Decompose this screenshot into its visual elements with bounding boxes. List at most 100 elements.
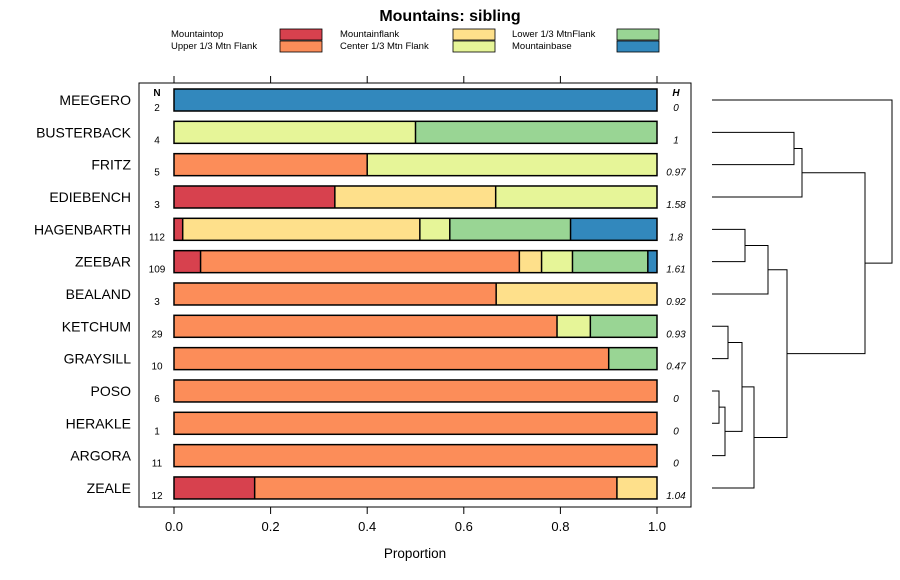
row-poso: POSO 6 0 bbox=[91, 379, 679, 405]
row-label-fritz: FRITZ bbox=[91, 157, 131, 173]
bar-fritz-center-1-3-mtn-flank bbox=[367, 153, 657, 176]
legend-label-center-1-3-mtn-flank: Center 1/3 Mtn Flank bbox=[340, 41, 429, 52]
dendrogram-branch bbox=[712, 325, 729, 360]
bar-busterback-lower-1-3-mtnflank bbox=[415, 121, 657, 144]
row-label-busterback: BUSTERBACK bbox=[36, 124, 132, 140]
n-value-herakle: 1 bbox=[154, 426, 160, 437]
row-herakle: HERAKLE 1 0 bbox=[66, 411, 679, 437]
bar-graysill-lower-1-3-mtnflank bbox=[608, 347, 657, 370]
bar-hagenbarth-lower-1-3-mtnflank bbox=[449, 218, 571, 241]
legend-swatch-mountainbase bbox=[616, 40, 660, 53]
row-label-poso: POSO bbox=[91, 383, 132, 399]
bar-poso-upper-1-3-mtn-flank bbox=[174, 379, 657, 402]
bar-outline-hagenbarth bbox=[173, 217, 658, 242]
bar-hagenbarth-mountainflank bbox=[182, 218, 420, 241]
dendrogram-branch bbox=[712, 228, 746, 263]
row-label-ketchum: KETCHUM bbox=[62, 318, 131, 334]
row-zeale: ZEALE 12 1.04 bbox=[87, 476, 686, 502]
dendrogram-branch bbox=[712, 386, 755, 489]
bar-outline-zeale bbox=[173, 476, 658, 500]
legend-swatch-upper-1-3-mtn-flank bbox=[279, 40, 323, 53]
legend-swatch-center-1-3-mtn-flank bbox=[452, 40, 496, 53]
row-label-argora: ARGORA bbox=[70, 448, 131, 464]
bar-zeale-upper-1-3-mtn-flank bbox=[254, 476, 617, 499]
bar-ketchum-upper-1-3-mtn-flank bbox=[174, 315, 558, 338]
bar-outline-argora bbox=[173, 443, 658, 468]
bar-ketchum-lower-1-3-mtnflank bbox=[590, 315, 657, 338]
bar-outline-herakle bbox=[173, 411, 658, 436]
bar-hagenbarth-mountainbase bbox=[570, 218, 657, 241]
bar-outline-fritz bbox=[173, 152, 658, 177]
bar-outline-poso bbox=[173, 379, 658, 403]
h-value-hagenbarth: 1.8 bbox=[669, 232, 683, 243]
x-tick-label: 0.6 bbox=[455, 519, 473, 534]
row-zeebar: ZEEBAR 109 1.61 bbox=[75, 249, 686, 276]
n-value-ediebench: 3 bbox=[154, 200, 160, 211]
row-label-zeebar: ZEEBAR bbox=[75, 254, 131, 270]
n-value-fritz: 5 bbox=[154, 168, 160, 179]
bar-bealand-mountainflank bbox=[496, 282, 657, 305]
bar-zeebar-lower-1-3-mtnflank bbox=[572, 250, 648, 273]
row-argora: ARGORA 11 0 bbox=[70, 443, 679, 470]
dendrogram-branch bbox=[712, 147, 803, 198]
bar-herakle-upper-1-3-mtn-flank bbox=[174, 412, 657, 435]
bar-zeale-mountainflank bbox=[616, 476, 657, 499]
row-label-ediebench: EDIEBENCH bbox=[49, 189, 131, 205]
n-value-hagenbarth: 112 bbox=[149, 232, 165, 243]
legend-swatch-mountainflank bbox=[452, 28, 496, 41]
bar-zeebar-mountainbase bbox=[647, 250, 657, 273]
dendrogram-branch bbox=[754, 269, 788, 438]
bar-ediebench-center-1-3-mtn-flank bbox=[495, 185, 657, 208]
dendrogram-branch bbox=[712, 131, 795, 166]
legend-label-mountainflank: Mountainflank bbox=[340, 29, 399, 40]
row-fritz: FRITZ 5 0.97 bbox=[91, 152, 686, 179]
dendrogram bbox=[712, 99, 893, 489]
bar-fritz-upper-1-3-mtn-flank bbox=[174, 153, 368, 176]
h-value-ediebench: 1.58 bbox=[666, 200, 686, 211]
bar-busterback-center-1-3-mtn-flank bbox=[174, 121, 416, 144]
row-busterback: BUSTERBACK 4 1 bbox=[36, 120, 679, 146]
bar-outline-ediebench bbox=[173, 185, 658, 209]
row-label-zeale: ZEALE bbox=[87, 480, 131, 496]
bar-zeebar-center-1-3-mtn-flank bbox=[541, 250, 573, 273]
bar-bealand-upper-1-3-mtn-flank bbox=[174, 282, 497, 305]
x-axis: 0.0 0.2 0.4 0.6 0.8 1.0 bbox=[165, 76, 666, 534]
dendrogram-branch bbox=[787, 172, 866, 355]
row-bealand: BEALAND 3 0.92 bbox=[66, 282, 686, 308]
x-tick-label: 0.0 bbox=[165, 519, 183, 534]
bar-argora-upper-1-3-mtn-flank bbox=[174, 444, 657, 467]
h-value-busterback: 1 bbox=[673, 135, 679, 146]
legend-label-upper-1-3-mtn-flank: Upper 1/3 Mtn Flank bbox=[171, 41, 257, 52]
n-value-argora: 11 bbox=[152, 459, 163, 470]
h-value-herakle: 0 bbox=[673, 426, 679, 437]
n-column-header: N bbox=[153, 88, 160, 99]
bar-hagenbarth-center-1-3-mtn-flank bbox=[419, 218, 450, 241]
bar-ketchum-center-1-3-mtn-flank bbox=[557, 315, 591, 338]
n-value-meegero: 2 bbox=[154, 103, 160, 114]
bar-zeebar-upper-1-3-mtn-flank bbox=[200, 250, 520, 273]
bar-outline-bealand bbox=[173, 282, 658, 306]
n-value-graysill: 10 bbox=[151, 362, 163, 373]
n-value-busterback: 4 bbox=[154, 135, 160, 146]
row-label-bealand: BEALAND bbox=[66, 286, 131, 302]
bar-ediebench-mountainflank bbox=[334, 185, 496, 208]
bar-ediebench-mountaintop bbox=[174, 185, 335, 208]
row-graysill: GRAYSILL 10 0.47 bbox=[64, 346, 686, 373]
n-value-zeale: 12 bbox=[151, 491, 163, 502]
row-ediebench: EDIEBENCH 3 1.58 bbox=[49, 185, 686, 211]
row-label-graysill: GRAYSILL bbox=[64, 351, 132, 367]
bar-hagenbarth-mountaintop bbox=[174, 218, 183, 241]
h-column-header: H bbox=[672, 88, 680, 99]
bar-outline-ketchum bbox=[173, 314, 658, 339]
dendrogram-branch bbox=[712, 244, 769, 295]
bar-zeebar-mountainflank bbox=[519, 250, 542, 273]
row-label-meegero: MEEGERO bbox=[59, 92, 131, 108]
dendrogram-branch bbox=[712, 99, 893, 264]
h-value-graysill: 0.47 bbox=[666, 362, 686, 373]
bar-graysill-upper-1-3-mtn-flank bbox=[174, 347, 609, 370]
row-label-hagenbarth: HAGENBARTH bbox=[34, 221, 131, 237]
bar-meegero-mountainbase bbox=[174, 89, 657, 111]
chart-title: Mountains: sibling bbox=[379, 8, 520, 25]
